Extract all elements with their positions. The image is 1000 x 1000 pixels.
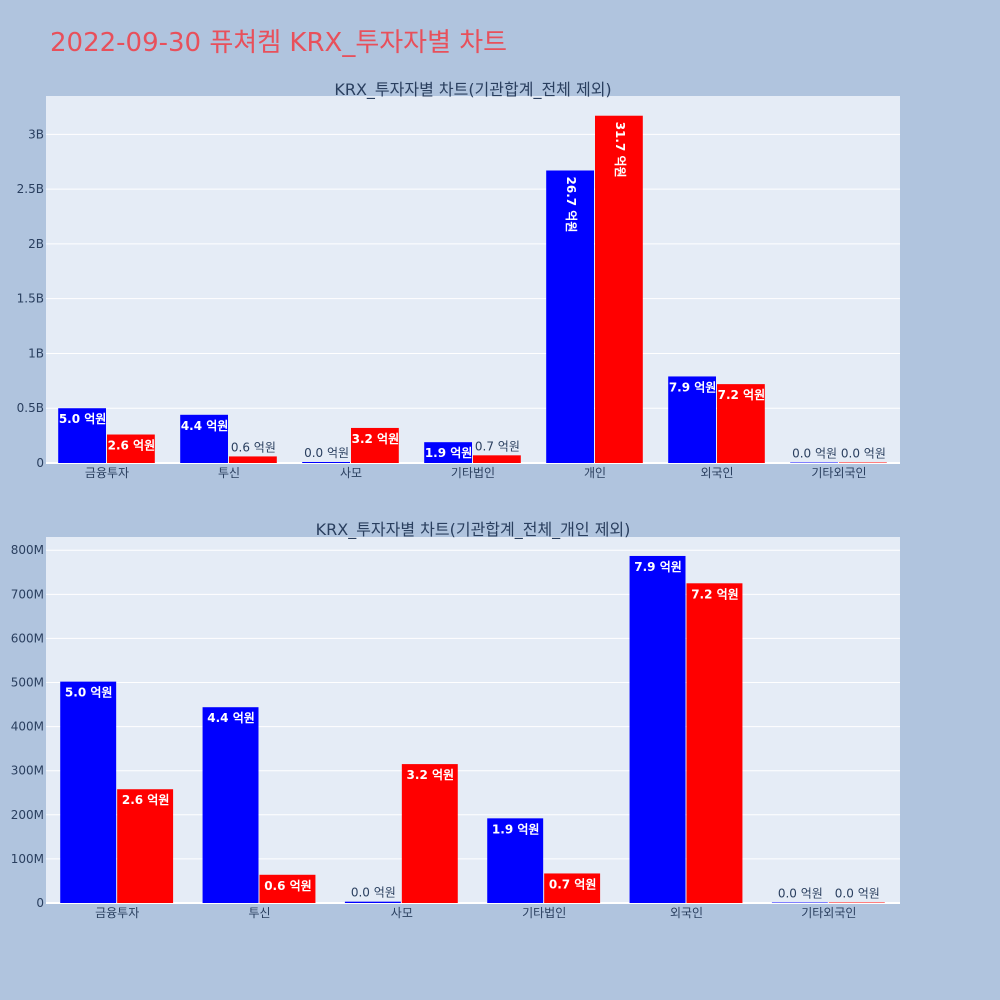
chart-title: KRX_투자자별 차트(기관합계_전체 제외): [334, 80, 611, 100]
bar-label: 2.6 억원: [122, 793, 170, 807]
bar-label: 7.2 억원: [691, 587, 739, 601]
bar: [344, 901, 401, 903]
bar-label: 3.2 억원: [407, 768, 455, 782]
bar: [424, 442, 472, 463]
y-tick-label: 0: [36, 896, 44, 910]
bar: [790, 462, 838, 463]
x-tick-label: 외국인: [700, 466, 733, 480]
y-tick-label: 2.5B: [17, 182, 44, 196]
bar: [117, 789, 174, 903]
bar: [229, 456, 277, 463]
bar-label: 31.7 억원: [613, 122, 627, 178]
bar-label: 0.0 억원: [835, 887, 880, 901]
bar-label: 0.7 억원: [549, 877, 597, 891]
y-tick-label: 100M: [11, 852, 44, 866]
bar-label: 0.7 억원: [475, 439, 520, 453]
bar: [546, 170, 594, 463]
chart-title: KRX_투자자별 차트(기관합계_전체_개인 제외): [316, 520, 631, 540]
bar: [107, 434, 155, 463]
bar-label: 4.4 억원: [181, 419, 229, 433]
chart-top: 0 0.5B 1B 1.5B 2B 2.5B 3B KRX_투자자별 차트(기관합계_전체 제…: [17, 80, 900, 480]
x-tick-label: 기타외국인: [801, 906, 856, 920]
bar: [401, 764, 458, 903]
bar-label: 4.4 억원: [207, 711, 255, 725]
bar: [717, 384, 765, 463]
bar: [351, 427, 399, 463]
bar-label: 7.2 억원: [718, 388, 766, 402]
bar-label: 0.6 억원: [231, 440, 276, 454]
y-tick-label: 600M: [11, 631, 44, 645]
x-tick-label: 사모: [391, 906, 413, 920]
bar-label: 0.6 억원: [264, 879, 312, 893]
bar: [686, 583, 743, 903]
bar: [259, 874, 316, 903]
bar: [487, 818, 544, 903]
bar: [839, 462, 887, 463]
bar-label: 7.9 억원: [669, 380, 717, 394]
x-tick-label: 투신: [248, 906, 270, 920]
y-tick-label: 400M: [11, 720, 44, 734]
y-tick-label: 0.5B: [17, 401, 44, 415]
bar-label: 0.0 억원: [351, 886, 396, 900]
bar-label: 2.6 억원: [108, 439, 156, 453]
y-tick-label: 2B: [28, 237, 44, 251]
y-tick-label: 1B: [28, 346, 44, 360]
bar-label: 7.9 억원: [634, 560, 682, 574]
x-tick-label: 투신: [218, 466, 240, 480]
bar-label: 5.0 억원: [59, 412, 107, 426]
bar-label: 0.0 억원: [778, 887, 823, 901]
y-tick-label: 700M: [11, 587, 44, 601]
bar: [202, 707, 259, 903]
bar: [60, 681, 117, 903]
page-title: 2022-09-30 퓨쳐켐 KRX_투자자별 차트: [50, 28, 508, 58]
x-tick-label: 기타외국인: [811, 466, 866, 480]
y-tick-label: 500M: [11, 676, 44, 690]
bar: [629, 555, 686, 903]
x-tick-label: 기타법인: [451, 466, 495, 480]
x-tick-label: 개인: [584, 466, 606, 480]
bar: [302, 462, 350, 463]
bar-label: 1.9 억원: [492, 822, 540, 836]
y-tick-label: 1.5B: [17, 292, 44, 306]
bar-label: 0.0 억원: [841, 447, 886, 461]
bar: [771, 902, 828, 903]
bar-label: 3.2 억원: [352, 432, 400, 446]
bar: [828, 902, 885, 903]
bar-label: 0.0 억원: [304, 446, 349, 460]
y-tick-label: 800M: [11, 543, 44, 557]
y-tick-label: 3B: [28, 127, 44, 141]
bar: [544, 873, 601, 903]
bar: [58, 408, 106, 463]
bar-label: 1.9 억원: [425, 446, 473, 460]
x-tick-label: 금융투자: [85, 466, 129, 480]
bar: [595, 115, 643, 463]
y-tick-label: 0: [36, 456, 44, 470]
bar-label: 5.0 억원: [65, 686, 113, 700]
plot-area: [46, 537, 900, 903]
bar: [668, 376, 716, 463]
bar-label: 0.0 억원: [792, 447, 837, 461]
bar-label: 26.7 억원: [564, 176, 578, 232]
y-tick-label: 300M: [11, 764, 44, 778]
x-tick-label: 금융투자: [95, 906, 139, 920]
x-tick-label: 사모: [340, 466, 362, 480]
x-tick-label: 기타법인: [522, 906, 566, 920]
y-tick-label: 200M: [11, 808, 44, 822]
bar: [180, 414, 228, 463]
bar: [473, 455, 521, 463]
x-tick-label: 외국인: [670, 906, 703, 920]
